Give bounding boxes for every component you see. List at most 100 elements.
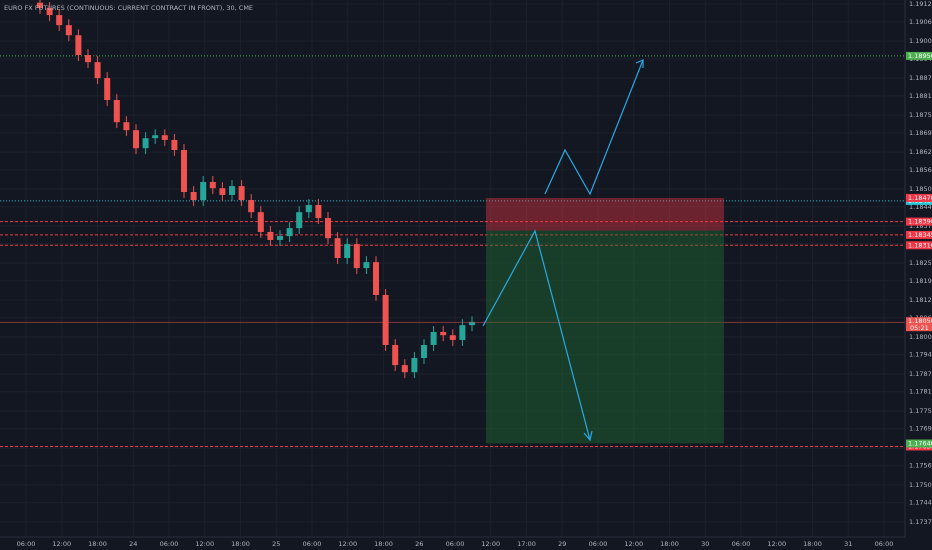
candle-body bbox=[75, 35, 82, 56]
candle-body bbox=[363, 262, 370, 269]
candle-body bbox=[56, 15, 63, 26]
y-tick-label: 1.19000 bbox=[909, 37, 932, 45]
candle-body bbox=[209, 181, 216, 189]
candles bbox=[37, 0, 475, 379]
level-label: 1.18950 bbox=[908, 52, 932, 60]
candle-body bbox=[152, 135, 159, 139]
x-tick-label: 18:00 bbox=[374, 540, 393, 548]
candle-body bbox=[46, 7, 53, 16]
level-label: 1.18390 bbox=[908, 218, 932, 226]
candle-body bbox=[421, 344, 427, 358]
x-tick-label: 12:00 bbox=[195, 540, 214, 548]
y-tick-label: 1.18125 bbox=[909, 296, 932, 304]
target-zone bbox=[486, 230, 724, 444]
x-tick-label: 25 bbox=[272, 540, 280, 548]
x-tick-label: 12:00 bbox=[52, 540, 71, 548]
x-tick-label: 12:00 bbox=[624, 540, 643, 548]
candle-body bbox=[459, 325, 466, 340]
candle-body bbox=[373, 262, 379, 295]
candle-body bbox=[248, 200, 255, 213]
x-tick-label: 12:00 bbox=[338, 540, 357, 548]
y-tick-label: 1.18190 bbox=[909, 277, 932, 285]
y-tick-label: 1.18750 bbox=[909, 111, 932, 119]
candle-body bbox=[190, 192, 197, 201]
x-tick-label: 29 bbox=[558, 540, 566, 548]
y-tick-label: 1.18690 bbox=[909, 129, 932, 137]
y-tick-label: 1.17375 bbox=[909, 518, 932, 526]
y-tick-label: 1.19125 bbox=[909, 0, 932, 8]
y-tick-label: 1.17500 bbox=[909, 481, 932, 489]
target-tag bbox=[906, 439, 932, 448]
candle-body bbox=[411, 358, 418, 373]
y-tick-label: 1.18625 bbox=[909, 148, 932, 156]
candle-body bbox=[238, 186, 245, 201]
arrow-head bbox=[583, 430, 593, 442]
x-tick-label: 30 bbox=[701, 540, 709, 548]
candle-body bbox=[37, 2, 43, 8]
x-tick-label: 12:00 bbox=[481, 540, 500, 548]
y-tick-label: 1.18815 bbox=[909, 92, 932, 100]
y-tick-label: 1.18375 bbox=[909, 222, 932, 230]
y-tick-label: 1.18875 bbox=[909, 74, 932, 82]
y-tick-label: 1.17875 bbox=[909, 370, 932, 378]
candle-body bbox=[229, 186, 235, 195]
candle-body bbox=[85, 55, 91, 63]
candle-body bbox=[344, 244, 351, 258]
y-tick-label: 1.18250 bbox=[909, 259, 932, 267]
candle-body bbox=[219, 188, 226, 195]
y-tick-label: 1.17940 bbox=[909, 351, 932, 359]
y-tick-label: 1.18565 bbox=[909, 166, 932, 174]
candle-body bbox=[286, 228, 293, 237]
y-tick-label: 1.17815 bbox=[909, 388, 932, 396]
x-tick-label: 06:00 bbox=[160, 540, 179, 548]
candle-body bbox=[257, 212, 264, 232]
current-price-tag bbox=[906, 317, 932, 332]
candle-body bbox=[440, 331, 447, 336]
x-tick-label: 31 bbox=[844, 540, 852, 548]
y-tick-label: 1.18500 bbox=[909, 185, 932, 193]
candle-body bbox=[449, 335, 456, 340]
candle-body bbox=[104, 78, 111, 101]
y-tick-label: 1.18000 bbox=[909, 333, 932, 341]
y-tick-label: 1.19065 bbox=[909, 18, 932, 26]
candle-body bbox=[305, 205, 312, 213]
candle-body bbox=[181, 150, 187, 193]
x-tick-label: 18:00 bbox=[660, 540, 679, 548]
x-tick-label: 06:00 bbox=[17, 540, 36, 548]
candle-body bbox=[142, 138, 149, 149]
position-tool bbox=[486, 197, 724, 444]
candle-body bbox=[161, 135, 168, 140]
projection-up bbox=[544, 59, 644, 196]
candle-body bbox=[296, 212, 303, 229]
x-tick-label: 24 bbox=[129, 540, 137, 548]
x-tick-label: 18:00 bbox=[88, 540, 107, 548]
projection-down bbox=[482, 229, 591, 441]
y-tick-label: 1.17690 bbox=[909, 425, 932, 433]
level-tag bbox=[906, 230, 932, 239]
candle-body bbox=[113, 100, 120, 123]
x-tick-label: 06:00 bbox=[732, 540, 751, 548]
level-tag bbox=[906, 217, 932, 226]
y-tick-label: 1.17565 bbox=[909, 462, 932, 470]
stop-label: 1.18470 bbox=[908, 194, 932, 202]
x-tick-label: 18:00 bbox=[803, 540, 822, 548]
x-tick-label: 06:00 bbox=[303, 540, 322, 548]
x-tick-label: 17:00 bbox=[517, 540, 536, 548]
candle-body bbox=[325, 218, 331, 239]
price-axis bbox=[905, 0, 932, 550]
x-tick-label: 06:00 bbox=[446, 540, 465, 548]
axis-labels: 1.173751.174401.175001.175651.176251.176… bbox=[17, 0, 932, 548]
level-tag bbox=[906, 241, 932, 250]
candle-body bbox=[353, 244, 360, 269]
x-tick-label: 06:00 bbox=[589, 540, 608, 548]
candle-body bbox=[94, 62, 101, 79]
level-tag bbox=[906, 51, 932, 60]
arrow-head bbox=[635, 59, 644, 68]
candle-body bbox=[469, 322, 475, 326]
candle-body bbox=[315, 205, 322, 219]
candle-body bbox=[430, 331, 437, 345]
x-tick-label: 26 bbox=[415, 540, 423, 548]
stop-tag bbox=[906, 193, 932, 202]
candle-body bbox=[401, 365, 408, 373]
